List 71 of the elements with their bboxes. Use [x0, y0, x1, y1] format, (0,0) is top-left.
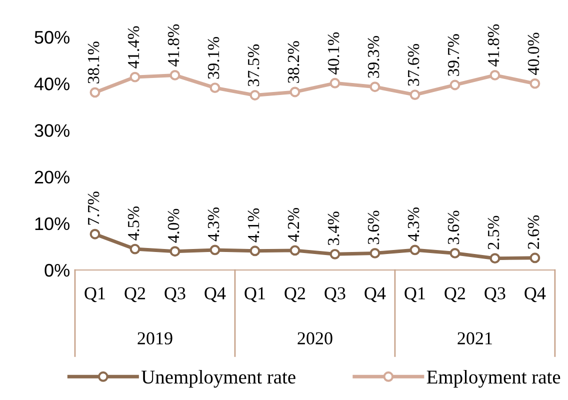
point — [90, 228, 100, 240]
point — [370, 248, 380, 258]
data-label: 2.6% — [528, 215, 540, 249]
data-label: 41.8% — [168, 24, 180, 67]
x-tick-label: Q2 — [444, 287, 465, 302]
x-tick-label: Q2 — [284, 287, 305, 302]
point — [250, 246, 260, 256]
x-tick-label: Q3 — [324, 287, 346, 302]
x-tick-label: Q2 — [124, 287, 146, 302]
y-tick-label: 50% — [34, 30, 70, 44]
point — [290, 86, 300, 98]
y-tick-label: 20% — [34, 170, 70, 184]
x-tick-label: Q3 — [164, 287, 186, 302]
point — [530, 252, 540, 264]
x-tick-label: Q1 — [84, 287, 105, 302]
point — [490, 70, 500, 80]
point — [130, 244, 140, 254]
data-label: 38.2% — [288, 41, 300, 83]
data-label: 4.1% — [248, 208, 260, 242]
data-label: 3.6% — [448, 210, 460, 244]
y-tick-label: 10% — [35, 217, 70, 230]
legend-label: Unemployment rate — [141, 370, 296, 388]
text: 2021 — [458, 332, 492, 344]
data-label: 37.6% — [408, 44, 420, 86]
data-label: 41.4% — [128, 26, 140, 68]
data-label: 4.0% — [168, 208, 180, 243]
data-label: 39.3% — [368, 36, 380, 78]
point — [330, 248, 340, 260]
x-tick-label: Q4 — [524, 287, 546, 302]
point — [210, 82, 220, 94]
data-label: 38.1% — [88, 42, 100, 84]
data-label: 3.4% — [328, 212, 340, 246]
point — [170, 246, 180, 257]
point — [370, 82, 380, 92]
y-tick-label: 0% — [44, 264, 70, 277]
data-label: 39.7% — [448, 34, 460, 76]
data-label: 4.3% — [208, 207, 220, 242]
x-tick-label: Q1 — [244, 287, 265, 302]
data-label: 4.3% — [408, 207, 420, 242]
point — [290, 245, 300, 256]
text: 2020 — [298, 332, 332, 344]
point — [410, 90, 420, 100]
point — [130, 72, 140, 82]
x-tick-label: Q1 — [404, 287, 425, 302]
data-label: 40.0% — [528, 32, 540, 75]
data-label: 39.1% — [208, 36, 220, 79]
data-label: 3.6% — [368, 210, 380, 244]
point — [210, 244, 220, 256]
x-tick-label: Q4 — [364, 287, 386, 302]
x-tick-label: Q3 — [484, 287, 506, 302]
data-label: 7.7% — [88, 192, 100, 225]
data-label: 40.1% — [328, 32, 340, 74]
data-label: 4.2% — [288, 208, 300, 242]
point — [450, 80, 460, 90]
point — [330, 78, 340, 88]
point — [250, 90, 260, 100]
point — [90, 87, 100, 98]
y-tick-label: 30% — [34, 124, 70, 137]
point — [450, 248, 460, 258]
x-tick-label: Q4 — [204, 287, 226, 302]
legend-label: Employment rate — [426, 370, 560, 388]
y-tick-label: 40% — [34, 78, 70, 90]
data-label: 37.5% — [248, 44, 260, 86]
data-label: 41.8% — [488, 24, 500, 67]
point — [530, 78, 540, 89]
point — [170, 70, 180, 80]
data-label: 2.5% — [488, 216, 500, 250]
data-label: 4.5% — [128, 206, 140, 240]
point — [490, 253, 500, 264]
point — [410, 244, 420, 256]
text: 2019 — [138, 332, 172, 344]
